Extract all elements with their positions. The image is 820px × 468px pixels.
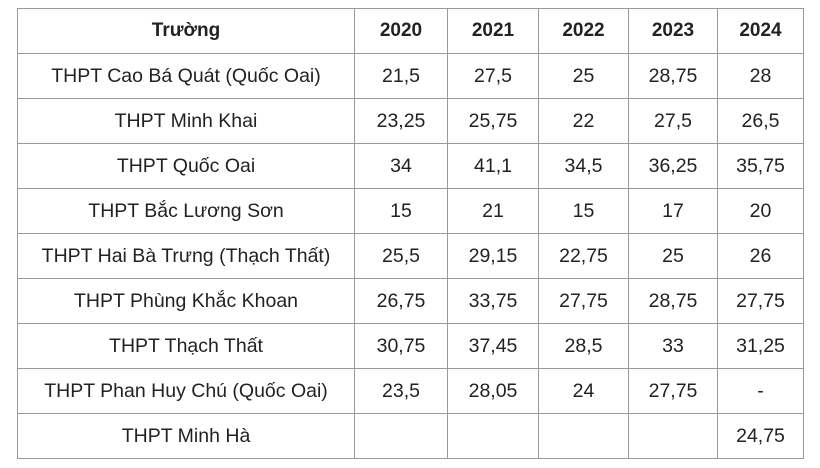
score-cell: 21 xyxy=(447,188,539,234)
score-cell: 26,75 xyxy=(354,278,448,324)
admission-score-table: Trường 2020 2021 2022 2023 2024 THPT Cao… xyxy=(17,8,804,459)
score-cell: 21,5 xyxy=(354,53,448,99)
header-school: Trường xyxy=(17,8,355,54)
score-cell: - xyxy=(717,368,804,414)
score-cell: 25,5 xyxy=(354,233,448,279)
score-cell: 30,75 xyxy=(354,323,448,369)
score-cell: 22,75 xyxy=(538,233,629,279)
score-cell: 24,75 xyxy=(717,413,804,459)
header-year-2020: 2020 xyxy=(354,8,448,54)
table-row: THPT Hai Bà Trưng (Thạch Thất) 25,5 29,1… xyxy=(17,233,804,279)
score-cell: 41,1 xyxy=(447,143,539,189)
score-cell: 15 xyxy=(538,188,629,234)
score-cell: 26 xyxy=(717,233,804,279)
score-cell: 24 xyxy=(538,368,629,414)
score-cell: 23,25 xyxy=(354,98,448,144)
table-row: THPT Minh Hà 24,75 xyxy=(17,413,804,459)
score-cell: 25 xyxy=(538,53,629,99)
school-name-cell: THPT Hai Bà Trưng (Thạch Thất) xyxy=(17,233,355,279)
school-name-cell: THPT Thạch Thất xyxy=(17,323,355,369)
score-cell: 23,5 xyxy=(354,368,448,414)
score-cell: 28,05 xyxy=(447,368,539,414)
school-name-cell: THPT Minh Hà xyxy=(17,413,355,459)
score-table-container: Trường 2020 2021 2022 2023 2024 THPT Cao… xyxy=(17,8,804,459)
score-cell: 28 xyxy=(717,53,804,99)
score-cell: 20 xyxy=(717,188,804,234)
header-year-2021: 2021 xyxy=(447,8,539,54)
score-cell: 26,5 xyxy=(717,98,804,144)
table-row: THPT Cao Bá Quát (Quốc Oai) 21,5 27,5 25… xyxy=(17,53,804,99)
score-cell: 36,25 xyxy=(628,143,718,189)
score-cell: 29,15 xyxy=(447,233,539,279)
score-cell: 27,75 xyxy=(628,368,718,414)
score-cell: 15 xyxy=(354,188,448,234)
school-name-cell: THPT Phan Huy Chú (Quốc Oai) xyxy=(17,368,355,414)
score-cell: 25,75 xyxy=(447,98,539,144)
table-row: THPT Thạch Thất 30,75 37,45 28,5 33 31,2… xyxy=(17,323,804,369)
header-year-2023: 2023 xyxy=(628,8,718,54)
score-cell: 33 xyxy=(628,323,718,369)
score-cell: 27,5 xyxy=(447,53,539,99)
score-cell: 34 xyxy=(354,143,448,189)
table-row: THPT Minh Khai 23,25 25,75 22 27,5 26,5 xyxy=(17,98,804,144)
score-cell xyxy=(628,413,718,459)
table-row: THPT Bắc Lương Sơn 15 21 15 17 20 xyxy=(17,188,804,234)
score-cell: 25 xyxy=(628,233,718,279)
score-cell: 17 xyxy=(628,188,718,234)
score-cell: 33,75 xyxy=(447,278,539,324)
score-cell: 28,5 xyxy=(538,323,629,369)
score-cell: 31,25 xyxy=(717,323,804,369)
score-cell: 27,75 xyxy=(717,278,804,324)
school-name-cell: THPT Bắc Lương Sơn xyxy=(17,188,355,234)
score-cell: 34,5 xyxy=(538,143,629,189)
school-name-cell: THPT Minh Khai xyxy=(17,98,355,144)
header-year-2022: 2022 xyxy=(538,8,629,54)
table-header-row: Trường 2020 2021 2022 2023 2024 xyxy=(17,8,804,54)
score-cell: 27,75 xyxy=(538,278,629,324)
score-cell xyxy=(538,413,629,459)
table-row: THPT Phan Huy Chú (Quốc Oai) 23,5 28,05 … xyxy=(17,368,804,414)
score-cell: 35,75 xyxy=(717,143,804,189)
header-year-2024: 2024 xyxy=(717,8,804,54)
table-row: THPT Phùng Khắc Khoan 26,75 33,75 27,75 … xyxy=(17,278,804,324)
school-name-cell: THPT Cao Bá Quát (Quốc Oai) xyxy=(17,53,355,99)
score-cell xyxy=(354,413,448,459)
score-cell: 27,5 xyxy=(628,98,718,144)
score-cell xyxy=(447,413,539,459)
school-name-cell: THPT Quốc Oai xyxy=(17,143,355,189)
score-cell: 28,75 xyxy=(628,53,718,99)
score-cell: 22 xyxy=(538,98,629,144)
table-row: THPT Quốc Oai 34 41,1 34,5 36,25 35,75 xyxy=(17,143,804,189)
score-cell: 28,75 xyxy=(628,278,718,324)
school-name-cell: THPT Phùng Khắc Khoan xyxy=(17,278,355,324)
score-cell: 37,45 xyxy=(447,323,539,369)
